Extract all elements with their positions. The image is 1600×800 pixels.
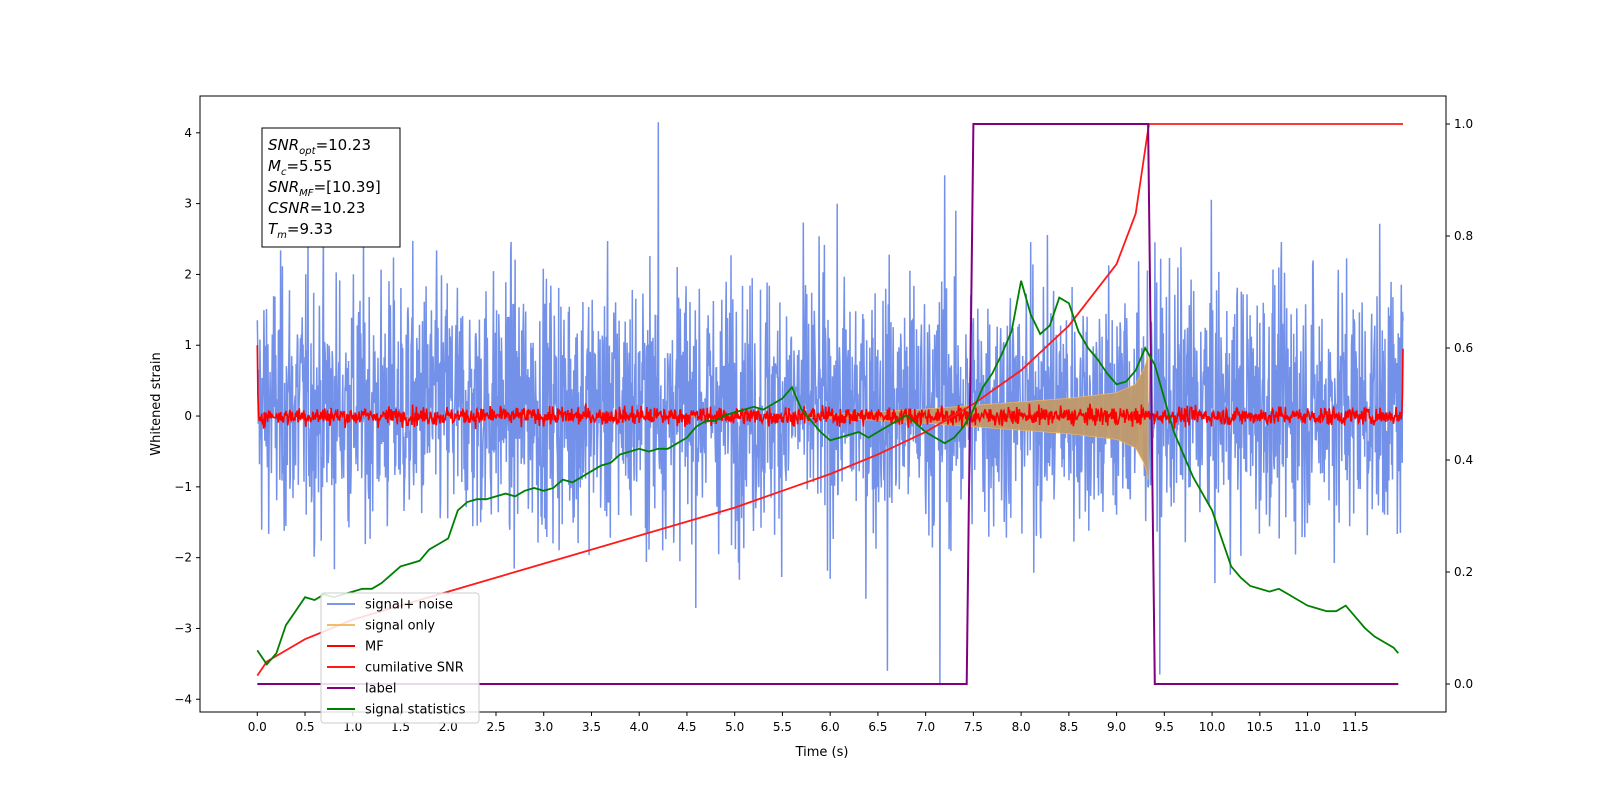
x-tick-label: 10.0 <box>1199 720 1226 734</box>
x-axis-label: Time (s) <box>795 745 849 760</box>
y-left-tick-label: 1 <box>184 338 192 352</box>
series-label-line <box>257 123 1399 685</box>
x-tick-label: 3.5 <box>582 720 601 734</box>
annotation-line: CSNR=10.23 <box>268 199 365 217</box>
y-axis-right: 0.0 0.2 0.4 0.6 0.8 1.0 <box>1446 117 1473 691</box>
x-tick-label: 2.5 <box>486 720 505 734</box>
annotation-line: Mc=5.55 <box>268 157 332 178</box>
annotation-box-frame <box>261 127 401 248</box>
y-left-tick-label: 2 <box>184 267 192 281</box>
y-left-tick-label: −2 <box>174 551 192 565</box>
y-right-tick-label: 0.0 <box>1454 677 1473 691</box>
legend-label: signal+ noise <box>365 598 453 613</box>
annotation-line: Tm=9.33 <box>268 220 333 241</box>
legend-label: cumilative SNR <box>365 661 464 676</box>
y-left-tick-label: −1 <box>174 480 192 494</box>
x-tick-label: 9.0 <box>1107 720 1126 734</box>
annotation-line: SNRMF=[10.39] <box>268 178 381 199</box>
x-tick-label: 6.5 <box>868 720 887 734</box>
x-tick-label: 11.0 <box>1294 720 1321 734</box>
x-tick-label: 10.5 <box>1246 720 1273 734</box>
legend-frame <box>320 592 480 724</box>
y-right-tick-label: 0.2 <box>1454 565 1473 579</box>
series-mf-line <box>256 345 1404 430</box>
y-left-tick-label: 0 <box>184 409 192 423</box>
y-left-tick-label: −3 <box>174 621 192 635</box>
x-tick-label: 6.0 <box>821 720 840 734</box>
series-signal-noise-line <box>256 122 1404 686</box>
legend-label: signal only <box>365 619 435 634</box>
y-left-tick-label: 4 <box>184 126 192 140</box>
x-tick-label: 8.0 <box>1012 720 1031 734</box>
y-left-tick-label: −4 <box>174 692 192 706</box>
y-right-tick-label: 1.0 <box>1454 117 1473 131</box>
annotation-line: SNRopt=10.23 <box>268 136 371 157</box>
stats-annotation-box: SNRopt=10.23Mc=5.55SNRMF=[10.39]CSNR=10.… <box>261 127 401 248</box>
x-tick-label: 5.5 <box>773 720 792 734</box>
series-signal-statistics-line <box>256 280 1399 666</box>
x-tick-label: 11.5 <box>1342 720 1369 734</box>
plot-frame <box>199 95 1447 713</box>
x-tick-label: 9.5 <box>1155 720 1174 734</box>
y-left-tick-label: 3 <box>184 197 192 211</box>
y-axis-label: Whitened strain <box>149 352 164 455</box>
x-tick-label: 0.0 <box>248 720 267 734</box>
y-right-tick-label: 0.8 <box>1454 229 1473 243</box>
y-right-tick-label: 0.4 <box>1454 453 1473 467</box>
legend: signal+ noise signal only MF cumilative SNR… <box>320 592 480 724</box>
x-tick-label: 4.5 <box>677 720 696 734</box>
x-tick-label: 7.5 <box>964 720 983 734</box>
x-tick-label: 8.5 <box>1059 720 1078 734</box>
x-tick-label: 7.0 <box>916 720 935 734</box>
x-tick-label: 5.0 <box>725 720 744 734</box>
y-right-tick-label: 0.6 <box>1454 341 1473 355</box>
legend-label: signal statistics <box>365 703 466 718</box>
legend-label: MF <box>365 640 384 655</box>
x-tick-label: 0.5 <box>295 720 314 734</box>
x-tick-label: 3.0 <box>534 720 553 734</box>
y-axis-left: −4 −3 −2 −1 0 1 2 3 4 <box>174 126 200 706</box>
x-tick-label: 4.0 <box>630 720 649 734</box>
legend-label: label <box>365 682 396 697</box>
